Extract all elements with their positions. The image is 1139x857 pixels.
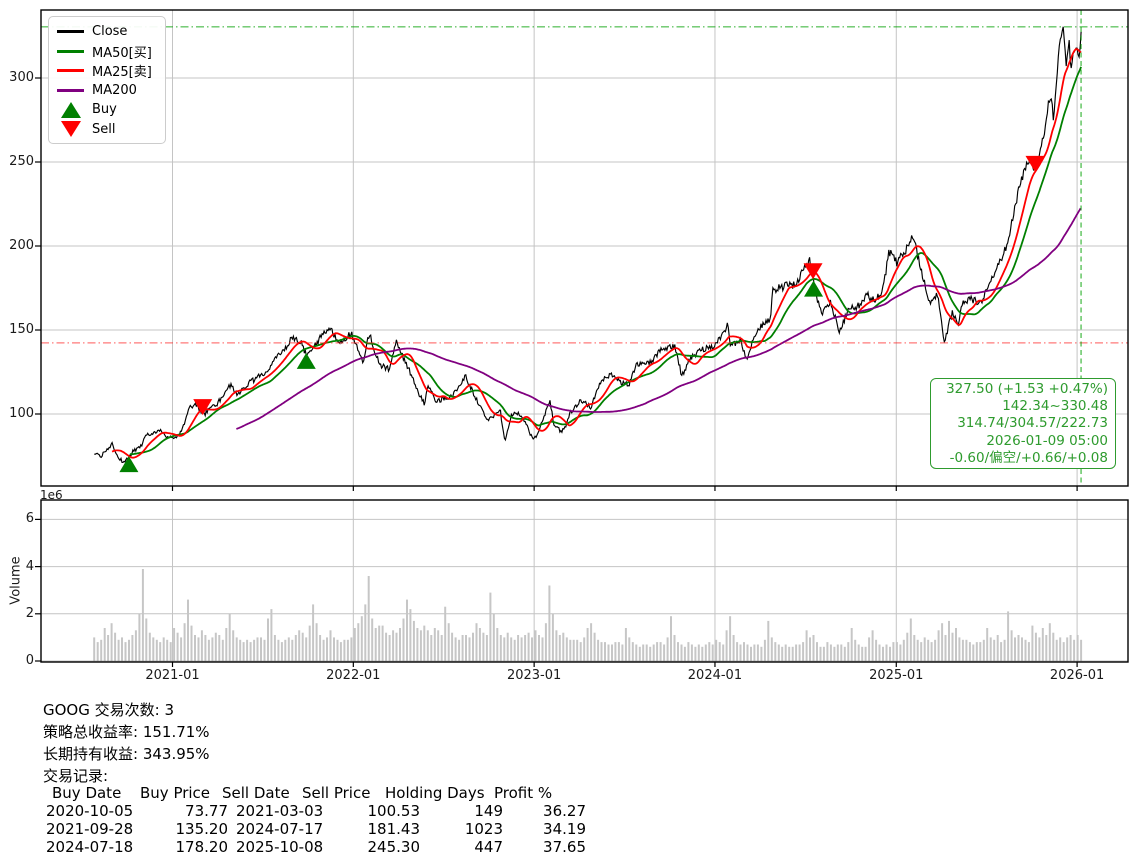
quote-ma-values: 314.74/304.57/222.73 (957, 415, 1108, 432)
summary-records-title: 交易记录: (43, 767, 109, 785)
volume-axis-offset-label: 1e6 (40, 488, 63, 502)
legend-item-label: MA200 (92, 82, 137, 98)
sell-marker (1025, 155, 1045, 172)
buy-marker (296, 352, 316, 369)
volume-axis-title: Volume (8, 556, 24, 605)
volume-panel (35, 500, 1128, 667)
volume-panel-frame (40, 499, 1129, 663)
trade-cell-buy-price: 178.20 (175, 838, 229, 856)
trade-cell-buy-date: 2024-07-18 (46, 838, 134, 856)
volume-tick-label: 0 (25, 653, 34, 668)
MA50-line (129, 66, 1082, 456)
legend-item-ma50: MA50[买] (49, 42, 165, 62)
legend-line-swatch (57, 88, 84, 92)
trade-table-row: 2020-10-05 73.77 2021-03-03 100.53 149 36.27 (46, 802, 586, 820)
trade-table-header-3: Sell Price (302, 784, 371, 802)
legend-line-swatch (57, 69, 84, 73)
trade-cell-profit: 34.19 (543, 820, 586, 838)
trade-table-header-5: Profit % (494, 784, 553, 802)
y-tick-label: 200 (9, 238, 34, 253)
sell-triangle-icon (57, 120, 84, 138)
chart-legend: Close MA50[买] MA25[卖] MA200 Buy Sell (48, 16, 166, 144)
trade-cell-holding-days: 1023 (464, 820, 503, 838)
buy-marker (119, 456, 139, 473)
buy-marker (804, 280, 824, 297)
trade-cell-sell-date: 2021-03-03 (236, 802, 324, 820)
quote-range: 142.34~330.48 (1002, 398, 1108, 415)
quote-bias: -0.60/偏空/+0.66/+0.08 (949, 449, 1108, 466)
trade-table-row: 2021-09-28 135.20 2024-07-17 181.43 1023 34.1… (46, 820, 586, 838)
legend-line-swatch (57, 49, 84, 53)
buy-triangle-icon (57, 101, 84, 119)
legend-item-label: MA25[卖] (92, 65, 152, 81)
quote-datetime: 2026-01-09 05:00 (986, 432, 1108, 449)
trade-cell-buy-date: 2020-10-05 (46, 802, 134, 820)
trade-cell-sell-date: 2025-10-08 (236, 838, 324, 856)
x-tick-label: 2023-01 (506, 668, 562, 683)
legend-item-close: Close (49, 22, 165, 42)
y-tick-label: 300 (9, 70, 34, 85)
legend-item-ma25: MA25[卖] (49, 61, 165, 81)
trade-cell-profit: 36.27 (543, 802, 586, 820)
x-tick-label: 2022-01 (326, 668, 381, 683)
trade-cell-buy-date: 2021-09-28 (46, 820, 134, 838)
legend-item-ma200: MA200 (49, 81, 165, 101)
summary-strategy-return: 策略总收益率: 151.71% (43, 723, 210, 741)
x-tick-label: 2024-01 (687, 668, 743, 683)
legend-item-label: Sell (92, 121, 116, 137)
y-tick-label: 100 (9, 406, 34, 421)
volume-bars (93, 569, 1083, 661)
price-panel-frame (40, 9, 1129, 487)
legend-item-buy: Buy (49, 100, 165, 120)
legend-line-swatch (57, 30, 84, 34)
summary-hold-return: 长期持有收益: 343.95% (43, 745, 210, 763)
x-tick-label: 2026-01 (1049, 668, 1105, 683)
trade-table-header-4: Holding Days (385, 784, 485, 802)
volume-tick-label: 6 (25, 511, 34, 527)
y-tick-label: 250 (9, 154, 34, 169)
x-tick-label: 2021-01 (145, 668, 200, 683)
trade-cell-buy-price: 135.20 (175, 820, 229, 838)
trade-table-row: 2024-07-18 178.20 2025-10-08 245.30 447 37.65 (46, 838, 586, 856)
trade-table-header-2: Sell Date (222, 784, 290, 802)
MA25-line (111, 48, 1082, 459)
sell-marker (803, 263, 823, 280)
MA200-line (236, 207, 1082, 430)
trade-cell-sell-price: 245.30 (367, 838, 421, 856)
trade-cell-sell-price: 181.43 (367, 820, 421, 838)
trade-cell-sell-price: 100.53 (367, 802, 421, 820)
sell-marker (193, 399, 213, 416)
summary-trade-count: GOOG 交易次数: 3 (43, 701, 174, 719)
legend-item-label: Close (92, 24, 128, 40)
legend-item-label: Buy (92, 102, 117, 118)
close-line (94, 26, 1082, 463)
quote-info-box: 327.50 (+1.53 +0.47%) 142.34~330.48 314.… (930, 378, 1116, 469)
trade-cell-sell-date: 2024-07-17 (236, 820, 324, 838)
quote-last-price: 327.50 (+1.53 +0.47%) (946, 381, 1108, 397)
legend-item-label: MA50[买] (92, 45, 152, 61)
volume-tick-label: 2 (25, 605, 34, 621)
y-tick-label: 150 (9, 322, 34, 337)
x-tick-label: 2025-01 (869, 668, 924, 683)
trade-table-header-1: Buy Price (140, 784, 211, 802)
trade-cell-profit: 37.65 (543, 838, 586, 856)
legend-item-sell: Sell (49, 120, 165, 140)
trade-table-header-0: Buy Date (52, 784, 122, 802)
trade-cell-holding-days: 149 (474, 802, 503, 820)
volume-tick-label: 4 (25, 558, 34, 574)
trade-cell-buy-price: 73.77 (185, 802, 228, 820)
trade-cell-holding-days: 447 (474, 838, 503, 856)
